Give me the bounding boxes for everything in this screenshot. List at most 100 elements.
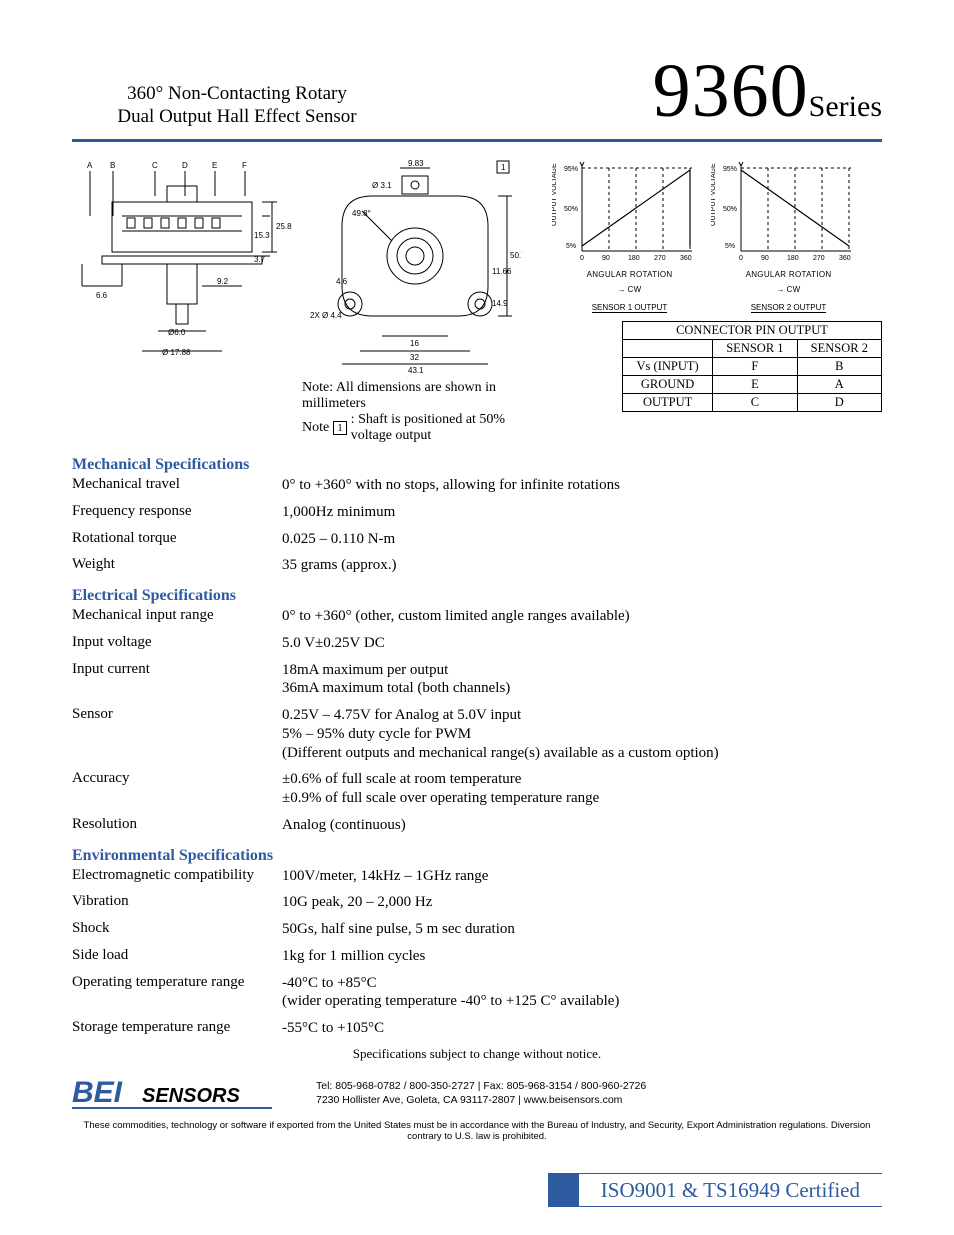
spec-label: Side load — [72, 947, 282, 966]
svg-text:9.2: 9.2 — [217, 277, 229, 286]
spec-value: -40°C to +85°C(wider operating temperatu… — [282, 974, 882, 1012]
svg-text:50%: 50% — [723, 206, 737, 213]
contact-line1: Tel: 805-968-0782 / 800-350-2727 | Fax: … — [316, 1080, 646, 1094]
environmental-row: Shock50Gs, half sine pulse, 5 m sec dura… — [72, 920, 882, 939]
spec-label: Sensor — [72, 706, 282, 762]
spec-value: 100V/meter, 14kHz – 1GHz range — [282, 867, 882, 886]
chart2-title: SENSOR 2 OUTPUT — [751, 303, 827, 313]
spec-value: 50Gs, half sine pulse, 5 m sec duration — [282, 920, 882, 939]
svg-text:SENSORS: SENSORS — [142, 1085, 240, 1107]
svg-text:B: B — [110, 161, 115, 170]
disclaimer: Specifications subject to change without… — [72, 1046, 882, 1062]
spec-value: 1kg for 1 million cycles — [282, 947, 882, 966]
svg-text:180: 180 — [628, 255, 640, 262]
spec-label: Mechanical input range — [72, 607, 282, 626]
note-2: Note 1 : Shaft is positioned at 50% volt… — [302, 412, 542, 444]
spec-label: Input current — [72, 661, 282, 699]
svg-text:50%: 50% — [564, 206, 578, 213]
chart1-dir: CW — [628, 285, 642, 294]
pin-r2c1: C — [713, 394, 797, 412]
spec-label: Input voltage — [72, 634, 282, 653]
contact-info: Tel: 805-968-0782 / 800-350-2727 | Fax: … — [316, 1080, 646, 1107]
spec-value: ±0.6% of full scale at room temperature±… — [282, 770, 882, 808]
environmental-row: Vibration10G peak, 20 – 2,000 Hz — [72, 893, 882, 912]
model-title: 9360Series — [422, 48, 882, 135]
svg-text:360: 360 — [680, 255, 692, 262]
subtitle-line1: 360° Non-Contacting Rotary — [72, 82, 402, 106]
svg-text:95%: 95% — [564, 166, 578, 173]
mechanical-row: Rotational torque0.025 – 0.110 N-m — [72, 530, 882, 549]
pin-col-1: SENSOR 1 — [713, 340, 797, 358]
series-label: Series — [809, 90, 882, 123]
svg-text:270: 270 — [654, 255, 666, 262]
spec-label: Vibration — [72, 893, 282, 912]
pin-r0c0: Vs (INPUT) — [623, 358, 713, 376]
svg-text:32: 32 — [410, 353, 419, 362]
figure-row: ABCDEF — [72, 156, 882, 444]
electrical-row: Accuracy±0.6% of full scale at room temp… — [72, 770, 882, 808]
svg-text:Ø6.0: Ø6.0 — [168, 328, 186, 337]
pin-r1c0: GROUND — [623, 376, 713, 394]
note2-prefix: Note — [302, 420, 329, 436]
subtitle-line2: Dual Output Hall Effect Sensor — [72, 105, 402, 129]
svg-text:4.6: 4.6 — [336, 277, 348, 286]
chart2-dir: CW — [787, 285, 801, 294]
spec-label: Accuracy — [72, 770, 282, 808]
pin-table-title: CONNECTOR PIN OUTPUT — [623, 322, 882, 340]
mechanical-row: Weight35 grams (approx.) — [72, 556, 882, 575]
svg-text:180: 180 — [787, 255, 799, 262]
chart2-xlabel: ANGULAR ROTATION — [711, 270, 866, 279]
svg-text:43.1: 43.1 — [408, 366, 424, 375]
header-rule — [72, 139, 882, 142]
svg-text:360: 360 — [839, 255, 851, 262]
spec-value: 0° to +360° (other, custom limited angle… — [282, 607, 882, 626]
svg-text:Ø 3.1: Ø 3.1 — [372, 181, 392, 190]
mechanical-heading: Mechanical Specifications — [72, 456, 882, 474]
environmental-heading: Environmental Specifications — [72, 847, 882, 865]
spec-label: Mechanical travel — [72, 476, 282, 495]
electrical-row: Input voltage5.0 V±0.25V DC — [72, 634, 882, 653]
svg-text:D: D — [182, 161, 188, 170]
pin-r1c1: E — [713, 376, 797, 394]
svg-text:270: 270 — [813, 255, 825, 262]
bei-sensors-logo: BEI SENSORS — [72, 1074, 302, 1114]
svg-text:C: C — [152, 161, 158, 170]
electrical-heading: Electrical Specifications — [72, 587, 882, 605]
svg-text:14.9: 14.9 — [492, 299, 508, 308]
svg-text:3.7: 3.7 — [254, 255, 266, 264]
note2-box: 1 — [333, 421, 347, 435]
spec-value: 35 grams (approx.) — [282, 556, 882, 575]
spec-label: Rotational torque — [72, 530, 282, 549]
diagram-front-view: 1 9.83 Ø 3.1 49.8° 50.7 4.6 11.66 14.9 2… — [302, 156, 522, 376]
diagram-side-view: ABCDEF — [72, 156, 292, 376]
subtitle: 360° Non-Contacting Rotary Dual Output H… — [72, 82, 402, 136]
diagram-front-col: 1 9.83 Ø 3.1 49.8° 50.7 4.6 11.66 14.9 2… — [302, 156, 542, 444]
svg-text:F: F — [242, 161, 247, 170]
svg-text:0: 0 — [580, 255, 584, 262]
spec-label: Storage temperature range — [72, 1019, 282, 1038]
environmental-row: Operating temperature range-40°C to +85°… — [72, 974, 882, 1012]
header-block: 360° Non-Contacting Rotary Dual Output H… — [72, 48, 882, 135]
spec-value: 10G peak, 20 – 2,000 Hz — [282, 893, 882, 912]
footer: BEI SENSORS Tel: 805-968-0782 / 800-350-… — [72, 1074, 882, 1142]
spec-label: Weight — [72, 556, 282, 575]
svg-text:90: 90 — [602, 255, 610, 262]
svg-text:5%: 5% — [566, 243, 576, 250]
cert-accent — [549, 1174, 579, 1206]
certification-bar: ISO9001 & TS16949 Certified — [548, 1173, 882, 1207]
svg-text:49.8°: 49.8° — [352, 209, 371, 218]
svg-text:5%: 5% — [725, 243, 735, 250]
chart-sensor2: 95% 50% 5% 0 90 180 270 360 OUTPUT VOLTA… — [711, 156, 866, 315]
spec-value: 0° to +360° with no stops, allowing for … — [282, 476, 882, 495]
svg-text:9.83: 9.83 — [408, 159, 424, 168]
svg-text:16: 16 — [410, 339, 419, 348]
svg-text:6.6: 6.6 — [96, 291, 108, 300]
chart1-title: SENSOR 1 OUTPUT — [592, 303, 668, 313]
svg-text:Ø 17.88: Ø 17.88 — [162, 348, 191, 357]
pin-r0c2: B — [797, 358, 881, 376]
svg-text:2X Ø 4.4: 2X Ø 4.4 — [310, 311, 342, 320]
pin-r2c0: OUTPUT — [623, 394, 713, 412]
spec-label: Frequency response — [72, 503, 282, 522]
electrical-row: Mechanical input range0° to +360° (other… — [72, 607, 882, 626]
svg-text:50.7: 50.7 — [510, 251, 522, 260]
